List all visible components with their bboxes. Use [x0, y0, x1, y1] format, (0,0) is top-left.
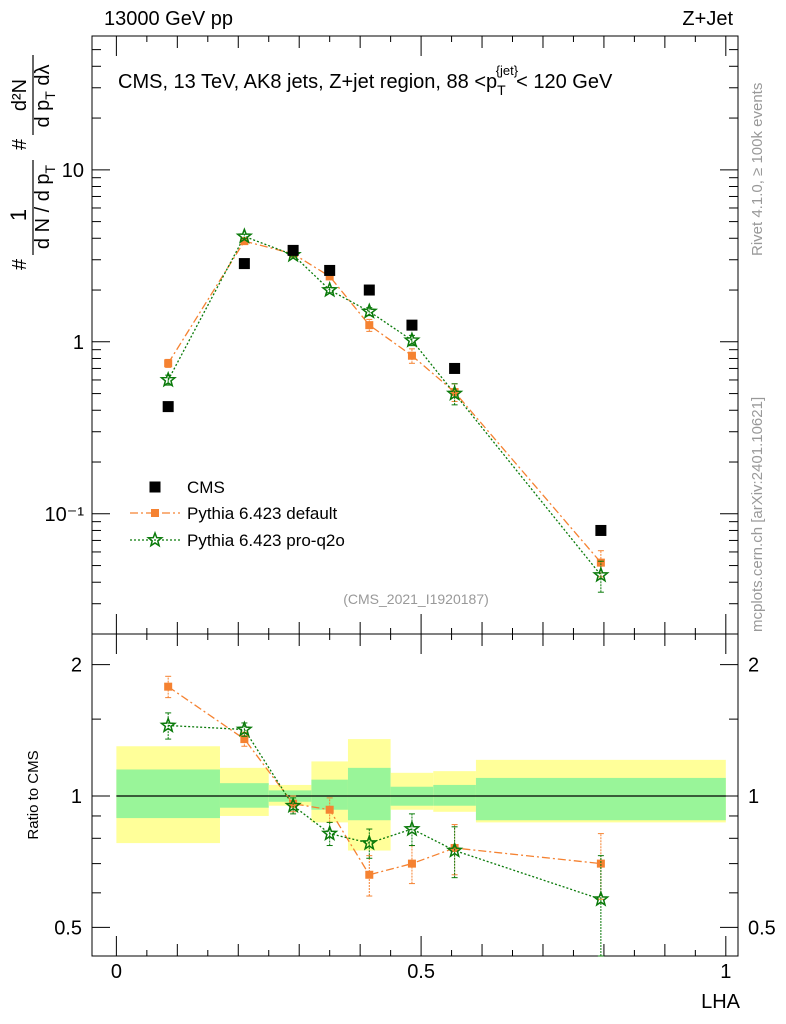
ratio-default-point	[325, 805, 334, 814]
ratio-default-point	[596, 859, 605, 868]
rivet-label: Rivet 4.1.0, ≥ 100k events	[749, 83, 766, 256]
ratio-proq2o-point	[159, 716, 177, 733]
main-y-axis-label: # 1 d N / d pT # d²N d pT dλ	[6, 55, 58, 270]
ratio-y-tick-label-right: 1	[748, 786, 759, 808]
y-tick-label: 10⁻¹	[45, 504, 85, 526]
svg-text:d²N: d²N	[9, 79, 31, 111]
ratio-y-tick-label-right: 0.5	[748, 917, 776, 939]
ratio-proq2o-point	[320, 824, 339, 842]
cms-point	[324, 264, 336, 276]
default-point	[407, 351, 416, 360]
x-tick-label: 0.5	[407, 961, 435, 983]
ratio-proq2o-line	[168, 724, 602, 900]
svg-text:#: #	[9, 138, 31, 150]
cms-point	[595, 524, 607, 536]
ratio-proq2o-point	[284, 796, 302, 814]
legend: CMS Pythia 6.423 default Pythia 6.423 pro-…	[130, 478, 345, 550]
ratio-default-point	[450, 844, 459, 853]
ratio-y-tick-label: 1	[71, 786, 82, 808]
legend-label: Pythia 6.423 default	[187, 504, 338, 523]
ratio-default-point	[240, 735, 249, 744]
cms-point	[162, 401, 174, 413]
default-point	[164, 359, 173, 368]
default-point	[596, 558, 605, 567]
cms-point	[363, 284, 375, 296]
band-inner	[311, 779, 348, 810]
main-plot-marks	[159, 227, 610, 593]
ratio-plot-marks	[159, 675, 610, 957]
watermark: (CMS_2021_I1920187)	[343, 591, 489, 607]
legend-cms-marker	[149, 481, 161, 493]
legend-label: CMS	[187, 478, 225, 497]
header-left: 13000 GeV pp	[104, 8, 233, 30]
legend-label: Pythia 6.423 pro-q2o	[187, 531, 345, 550]
default-point	[365, 321, 374, 330]
proq2o-point	[360, 302, 378, 319]
ratio-default-point	[164, 682, 173, 691]
cms-point	[238, 258, 250, 270]
band-inner	[347, 767, 391, 821]
x-tick-label: 0	[111, 961, 122, 983]
cms-point	[406, 319, 418, 331]
legend-proq2o-marker	[146, 530, 164, 548]
axis-ticks: 10⁻¹ 1 10 0.5 0.5 1 1 2 2 0 0.5 1	[45, 35, 776, 983]
proq2o-line	[167, 235, 602, 576]
proq2o-point	[159, 370, 177, 388]
x-tick-label: 1	[720, 961, 731, 983]
proq2o-point	[445, 384, 464, 401]
header-right: Z+Jet	[682, 8, 733, 30]
proq2o-point	[235, 227, 254, 244]
ratio-proq2o-point	[445, 841, 464, 858]
ratio-y-tick-label-right: 2	[748, 655, 759, 677]
ratio-default-line	[167, 686, 601, 876]
band-inner	[116, 769, 220, 819]
ratio-bands	[116, 739, 726, 851]
main-plot-title: CMS, 13 TeV, AK8 jets, Z+jet region, 88 …	[118, 63, 613, 98]
cms-point	[287, 244, 299, 256]
mcplots-label: mcplots.cern.ch [arXiv:2401.10621]	[749, 397, 766, 632]
ratio-default-point	[407, 859, 416, 868]
proq2o-point	[403, 331, 421, 348]
ratio-plot-frame	[91, 633, 739, 957]
legend-default-marker	[151, 509, 159, 517]
ratio-y-tick-label: 0.5	[54, 917, 82, 939]
ratio-y-axis-label: Ratio to CMS	[25, 750, 42, 839]
svg-text:1: 1	[6, 209, 31, 221]
ratio-default-point	[365, 870, 374, 879]
svg-text:#: #	[9, 258, 31, 270]
proq2o-point	[320, 280, 339, 298]
proq2o-point	[592, 565, 610, 583]
ratio-y-tick-label: 2	[71, 655, 82, 677]
ratio-proq2o-point	[592, 890, 610, 907]
y-tick-label: 10	[62, 160, 84, 182]
ratio-proq2o-point	[235, 720, 254, 737]
default-point	[325, 272, 334, 281]
ratio-proq2o-point	[360, 833, 378, 851]
cms-point	[449, 362, 461, 374]
svg-text:d pT dλ: d pT dλ	[32, 64, 58, 127]
x-axis-label: LHA	[701, 991, 741, 1013]
ratio-proq2o-point	[403, 819, 421, 837]
y-tick-label: 1	[73, 332, 84, 354]
default-line	[167, 240, 602, 564]
default-point	[240, 237, 249, 246]
band-inner	[433, 784, 476, 806]
svg-text:d N / d pT: d N / d pT	[32, 164, 58, 249]
band-inner	[475, 777, 726, 821]
